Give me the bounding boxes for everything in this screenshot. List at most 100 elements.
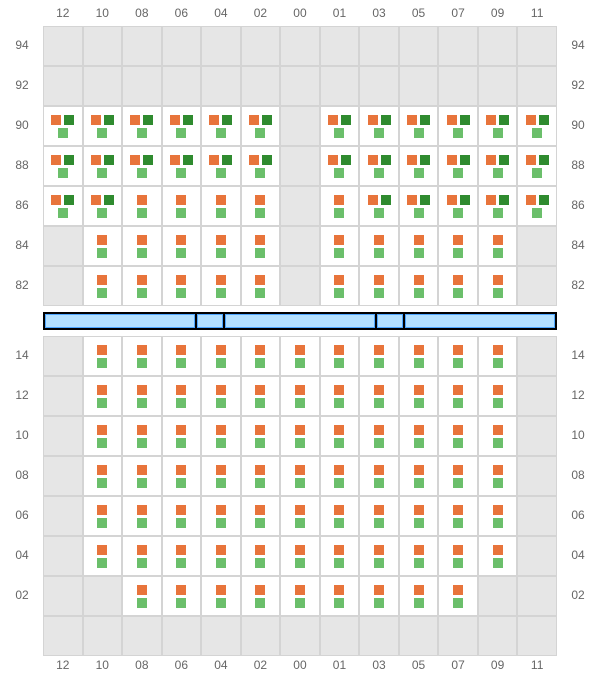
rack-cell[interactable] bbox=[83, 376, 123, 416]
rack-cell[interactable] bbox=[201, 456, 241, 496]
rack-cell[interactable] bbox=[241, 536, 281, 576]
rack-cell[interactable] bbox=[162, 376, 202, 416]
rack-cell[interactable] bbox=[399, 416, 439, 456]
rack-cell[interactable] bbox=[359, 576, 399, 616]
rack-cell[interactable] bbox=[241, 266, 281, 306]
rack-cell[interactable] bbox=[320, 336, 360, 376]
rack-cell[interactable] bbox=[162, 226, 202, 266]
rack-cell[interactable] bbox=[43, 186, 83, 226]
rack-cell[interactable] bbox=[478, 416, 518, 456]
rack-cell[interactable] bbox=[399, 496, 439, 536]
rack-cell[interactable] bbox=[399, 146, 439, 186]
rack-cell[interactable] bbox=[280, 576, 320, 616]
rack-cell[interactable] bbox=[320, 576, 360, 616]
rack-cell[interactable] bbox=[162, 496, 202, 536]
rack-cell[interactable] bbox=[83, 416, 123, 456]
rack-cell[interactable] bbox=[201, 496, 241, 536]
rack-cell[interactable] bbox=[478, 376, 518, 416]
rack-cell[interactable] bbox=[162, 576, 202, 616]
rack-cell[interactable] bbox=[43, 146, 83, 186]
rack-cell[interactable] bbox=[320, 146, 360, 186]
rack-cell[interactable] bbox=[122, 376, 162, 416]
rack-cell[interactable] bbox=[122, 106, 162, 146]
rack-cell[interactable] bbox=[83, 496, 123, 536]
rack-cell[interactable] bbox=[83, 226, 123, 266]
rack-cell[interactable] bbox=[359, 226, 399, 266]
rack-cell[interactable] bbox=[359, 336, 399, 376]
rack-cell[interactable] bbox=[201, 376, 241, 416]
rack-cell[interactable] bbox=[241, 496, 281, 536]
rack-cell[interactable] bbox=[478, 226, 518, 266]
rack-cell[interactable] bbox=[241, 456, 281, 496]
rack-cell[interactable] bbox=[438, 416, 478, 456]
rack-cell[interactable] bbox=[201, 106, 241, 146]
rack-cell[interactable] bbox=[438, 266, 478, 306]
rack-cell[interactable] bbox=[320, 416, 360, 456]
rack-cell[interactable] bbox=[438, 146, 478, 186]
rack-cell[interactable] bbox=[162, 536, 202, 576]
rack-cell[interactable] bbox=[478, 336, 518, 376]
rack-cell[interactable] bbox=[438, 186, 478, 226]
rack-cell[interactable] bbox=[122, 226, 162, 266]
rack-cell[interactable] bbox=[122, 496, 162, 536]
rack-cell[interactable] bbox=[320, 186, 360, 226]
rack-cell[interactable] bbox=[320, 456, 360, 496]
rack-cell[interactable] bbox=[359, 376, 399, 416]
rack-cell[interactable] bbox=[399, 536, 439, 576]
rack-cell[interactable] bbox=[280, 536, 320, 576]
rack-cell[interactable] bbox=[201, 226, 241, 266]
rack-cell[interactable] bbox=[320, 106, 360, 146]
rack-cell[interactable] bbox=[399, 376, 439, 416]
rack-cell[interactable] bbox=[122, 266, 162, 306]
rack-cell[interactable] bbox=[122, 146, 162, 186]
rack-cell[interactable] bbox=[201, 266, 241, 306]
rack-cell[interactable] bbox=[399, 576, 439, 616]
rack-cell[interactable] bbox=[241, 576, 281, 616]
rack-cell[interactable] bbox=[359, 106, 399, 146]
rack-cell[interactable] bbox=[478, 456, 518, 496]
rack-cell[interactable] bbox=[162, 416, 202, 456]
rack-cell[interactable] bbox=[438, 376, 478, 416]
rack-cell[interactable] bbox=[280, 336, 320, 376]
rack-cell[interactable] bbox=[122, 536, 162, 576]
rack-cell[interactable] bbox=[438, 576, 478, 616]
rack-cell[interactable] bbox=[122, 186, 162, 226]
rack-cell[interactable] bbox=[162, 266, 202, 306]
rack-cell[interactable] bbox=[399, 266, 439, 306]
rack-cell[interactable] bbox=[280, 456, 320, 496]
rack-cell[interactable] bbox=[241, 186, 281, 226]
rack-cell[interactable] bbox=[83, 146, 123, 186]
rack-cell[interactable] bbox=[201, 146, 241, 186]
rack-cell[interactable] bbox=[241, 226, 281, 266]
rack-cell[interactable] bbox=[478, 106, 518, 146]
rack-cell[interactable] bbox=[122, 576, 162, 616]
rack-cell[interactable] bbox=[438, 536, 478, 576]
rack-cell[interactable] bbox=[83, 456, 123, 496]
rack-cell[interactable] bbox=[359, 536, 399, 576]
rack-cell[interactable] bbox=[478, 536, 518, 576]
rack-cell[interactable] bbox=[241, 416, 281, 456]
rack-cell[interactable] bbox=[478, 186, 518, 226]
rack-cell[interactable] bbox=[320, 226, 360, 266]
rack-cell[interactable] bbox=[241, 146, 281, 186]
rack-cell[interactable] bbox=[399, 226, 439, 266]
rack-cell[interactable] bbox=[517, 146, 557, 186]
rack-cell[interactable] bbox=[359, 146, 399, 186]
rack-cell[interactable] bbox=[241, 336, 281, 376]
rack-cell[interactable] bbox=[201, 576, 241, 616]
rack-cell[interactable] bbox=[162, 106, 202, 146]
rack-cell[interactable] bbox=[162, 456, 202, 496]
rack-cell[interactable] bbox=[438, 496, 478, 536]
rack-cell[interactable] bbox=[201, 336, 241, 376]
rack-cell[interactable] bbox=[438, 226, 478, 266]
rack-cell[interactable] bbox=[359, 416, 399, 456]
rack-cell[interactable] bbox=[478, 266, 518, 306]
rack-cell[interactable] bbox=[399, 186, 439, 226]
rack-cell[interactable] bbox=[162, 146, 202, 186]
rack-cell[interactable] bbox=[122, 336, 162, 376]
rack-cell[interactable] bbox=[162, 186, 202, 226]
rack-cell[interactable] bbox=[241, 106, 281, 146]
rack-cell[interactable] bbox=[201, 536, 241, 576]
rack-cell[interactable] bbox=[83, 536, 123, 576]
rack-cell[interactable] bbox=[399, 456, 439, 496]
